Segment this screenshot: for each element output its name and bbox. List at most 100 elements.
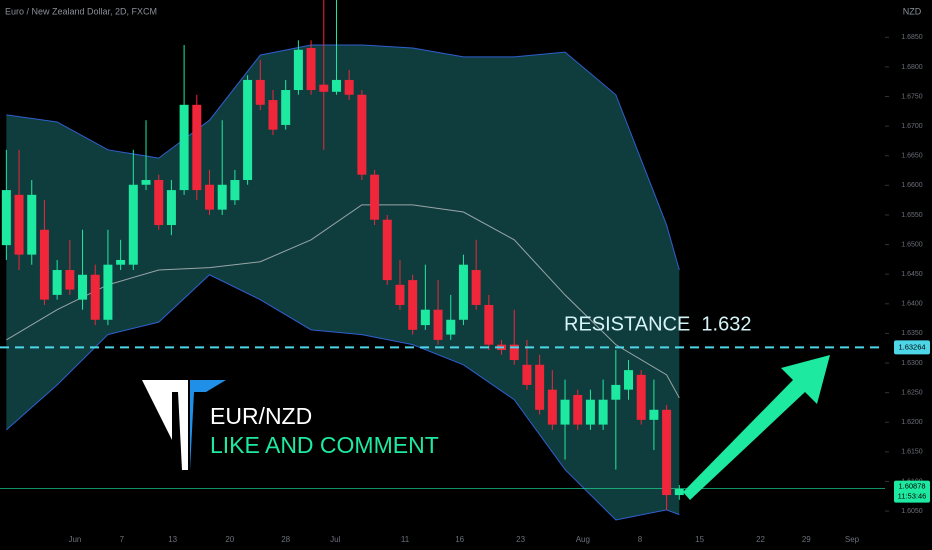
y-tick-label: 1.6300 <box>901 360 923 367</box>
x-tick-label: Jul <box>330 535 340 544</box>
candle-body <box>420 309 430 326</box>
y-tick-label: 1.6500 <box>901 241 923 248</box>
x-tick-label: Jun <box>68 535 81 544</box>
candle-body <box>408 280 418 330</box>
candle-body <box>370 174 380 220</box>
candle-body <box>382 219 392 281</box>
candle-body <box>624 370 634 390</box>
resistance-label: RESISTANCE 1.632 <box>564 314 751 336</box>
x-tick-label: 23 <box>516 535 525 544</box>
x-tick-label: 8 <box>638 535 643 544</box>
y-tick-label: 1.6650 <box>901 153 923 160</box>
x-tick-label: Sep <box>845 535 860 544</box>
candle-body <box>255 79 265 105</box>
y-tick-label: 1.6050 <box>901 508 923 515</box>
countdown-label: 11:53:46 <box>898 492 927 501</box>
candle-body <box>484 304 494 345</box>
candle-body <box>662 409 672 496</box>
x-tick-label: 20 <box>225 535 234 544</box>
candle-body <box>179 104 189 191</box>
x-tick-label: 7 <box>120 535 125 544</box>
band-middle <box>6 204 680 399</box>
x-tick-label: 22 <box>756 535 765 544</box>
y-tick-label: 1.6850 <box>901 34 923 41</box>
candle-body <box>395 284 405 305</box>
candle-body <box>585 399 595 425</box>
candle-body <box>458 264 468 320</box>
candle-body <box>471 270 481 305</box>
candle-body <box>331 79 341 92</box>
call-annotation: LIKE AND COMMENT <box>210 432 439 458</box>
candle-body <box>281 90 291 125</box>
candle-body <box>141 180 151 185</box>
candle-body <box>674 488 684 496</box>
y-tick-label: 1.6200 <box>901 419 923 426</box>
candle-body <box>14 194 24 255</box>
candle-body <box>357 94 367 175</box>
candle-body <box>1 190 11 246</box>
candle-body <box>611 384 621 400</box>
candle-body <box>547 389 557 425</box>
candle-body <box>52 270 62 295</box>
candle-body <box>522 364 532 385</box>
y-tick-label: 1.6450 <box>901 271 923 278</box>
y-tick-label: 1.6750 <box>901 93 923 100</box>
y-tick-label: 1.6250 <box>901 389 923 396</box>
candle-body <box>535 364 545 410</box>
candle-body <box>573 394 583 425</box>
logo <box>142 380 226 470</box>
candle-body <box>243 79 253 181</box>
y-tick-label: 1.6350 <box>901 330 923 337</box>
candle-body <box>116 259 126 265</box>
y-tick-label: 1.6400 <box>901 301 923 308</box>
y-tick-label: 1.6800 <box>901 64 923 71</box>
candle-body <box>39 229 49 300</box>
candle-body <box>90 274 100 320</box>
candle-body <box>344 79 354 95</box>
candle-body <box>293 49 303 91</box>
resistance-tag-label: 1.63264 <box>898 342 925 351</box>
candle-body <box>649 409 659 420</box>
x-tick-label: 16 <box>455 535 464 544</box>
arrow <box>683 355 830 500</box>
candle-body <box>598 399 608 425</box>
candle-body <box>560 399 570 425</box>
candle-body <box>27 194 37 255</box>
candle-body <box>78 274 88 300</box>
resistance-tag <box>894 340 930 355</box>
candle-body <box>166 190 176 226</box>
band-lower <box>6 274 680 521</box>
candle-body <box>306 47 316 91</box>
x-tick-label: Aug <box>576 535 590 544</box>
symbol-annotation: EUR/NZD <box>210 403 312 429</box>
candle-body <box>65 270 75 290</box>
band-area <box>6 45 680 520</box>
candle-body <box>319 84 329 92</box>
last-price-label: 1.60878 <box>898 482 925 491</box>
candle-body <box>509 344 519 361</box>
candle-body <box>230 180 240 201</box>
y-tick-label: 1.6600 <box>901 182 923 189</box>
candle-body <box>154 180 164 226</box>
candle-body <box>205 184 215 210</box>
x-tick-label: 29 <box>802 535 811 544</box>
candle-body <box>128 184 138 265</box>
y-tick-label: 1.6150 <box>901 449 923 456</box>
y-tick-label: 1.6550 <box>901 212 923 219</box>
x-tick-label: 11 <box>401 535 410 544</box>
x-tick-label: 28 <box>281 535 290 544</box>
candle-body <box>446 319 456 335</box>
last-price-tag <box>894 480 930 503</box>
band-upper <box>6 44 680 271</box>
candle-body <box>192 104 202 191</box>
currency: NZD <box>903 6 922 16</box>
candle-body <box>103 264 113 320</box>
chart-title: Euro / New Zealand Dollar, 2D, FXCM <box>5 6 157 16</box>
candle-body <box>433 309 443 340</box>
x-tick-label: 13 <box>168 535 177 544</box>
x-tick-label: 15 <box>695 535 704 544</box>
candle-body <box>636 374 646 420</box>
